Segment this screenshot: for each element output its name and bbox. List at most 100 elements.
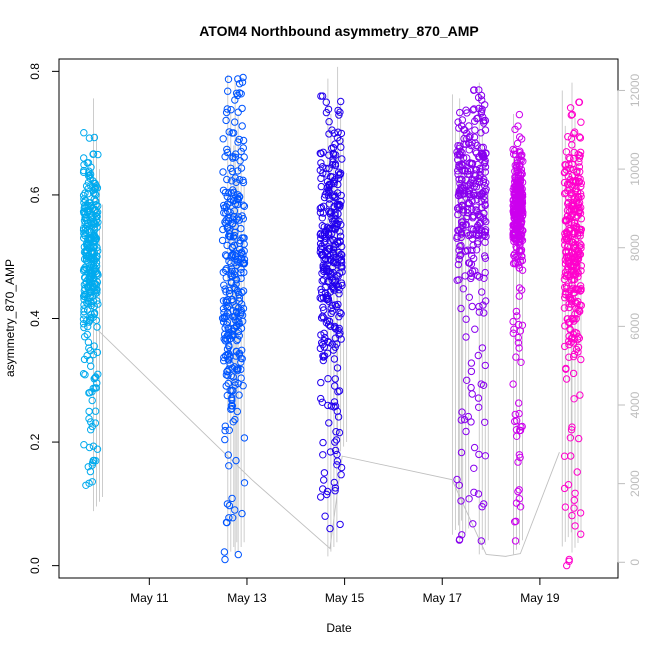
data-point (80, 154, 88, 162)
data-point (80, 290, 89, 299)
data-point (474, 210, 482, 219)
data-point (509, 380, 517, 388)
data-point (240, 260, 248, 268)
data-point (481, 200, 489, 208)
data-point (80, 301, 88, 309)
data-point (82, 213, 90, 221)
data-point (326, 270, 335, 279)
data-point-outlier (463, 376, 471, 384)
data-point (573, 258, 581, 267)
data-point (331, 279, 339, 287)
data-point (325, 419, 333, 427)
data-point-outlier (84, 463, 93, 471)
data-point (462, 140, 470, 148)
data-point (470, 170, 478, 178)
x-tick-label: May 15 (325, 591, 365, 605)
data-point (320, 476, 328, 484)
data-point (518, 236, 527, 245)
data-point (337, 221, 345, 229)
plot-frame (58, 58, 619, 579)
data-point (337, 471, 345, 479)
data-point (462, 220, 470, 229)
data-point-outlier (235, 80, 244, 88)
data-point (317, 159, 325, 167)
data-point (225, 188, 233, 197)
data-point (227, 269, 235, 277)
data-point (518, 135, 526, 143)
data-point (223, 145, 231, 154)
data-point (86, 210, 94, 219)
data-point (477, 144, 486, 152)
data-point (326, 273, 334, 281)
data-point (335, 428, 344, 437)
data-point (565, 203, 573, 211)
data-point (336, 108, 344, 116)
data-point (458, 175, 466, 184)
data-point (560, 452, 569, 460)
data-point (455, 246, 463, 254)
data-point (240, 479, 249, 487)
data-point (238, 248, 246, 256)
data-point (481, 116, 490, 125)
data-point-outlier (221, 555, 229, 564)
data-point (474, 238, 482, 246)
data-point (85, 199, 93, 207)
data-point (562, 272, 571, 280)
data-point (515, 264, 523, 272)
data-point (80, 355, 89, 364)
data-point (225, 290, 234, 298)
data-point (575, 225, 584, 234)
data-point (236, 176, 244, 184)
data-point (468, 390, 476, 398)
data-point (571, 128, 579, 136)
data-point (515, 409, 523, 418)
data-point-outlier (321, 512, 329, 520)
data-point-outlier (477, 537, 485, 545)
data-point (516, 453, 524, 462)
data-point (511, 125, 519, 134)
data-point (569, 352, 578, 361)
data-point-outlier (455, 481, 463, 489)
data-point (577, 355, 585, 364)
data-point-outlier (480, 500, 488, 508)
data-point (338, 155, 346, 163)
data-point (577, 241, 585, 249)
data-point (90, 133, 99, 142)
data-point (470, 488, 478, 496)
data-point (331, 375, 339, 383)
data-point (82, 256, 91, 265)
data-point (225, 365, 233, 373)
data-point (84, 235, 92, 244)
data-point (229, 373, 238, 381)
data-point (223, 241, 231, 250)
data-point (561, 268, 570, 276)
data-point (83, 265, 91, 273)
data-point (460, 182, 468, 190)
data-points-layer (79, 73, 585, 570)
x-tick-label: May 17 (423, 591, 463, 605)
data-point (318, 269, 326, 277)
data-point (230, 196, 238, 205)
data-point (223, 105, 232, 113)
data-point (481, 254, 490, 262)
data-point (514, 333, 522, 342)
data-point (572, 263, 581, 272)
data-point (454, 191, 463, 200)
data-point (316, 208, 325, 217)
data-point (88, 249, 97, 258)
data-point (517, 156, 525, 165)
data-point (231, 415, 239, 424)
data-point (470, 105, 478, 113)
data-point (571, 236, 580, 244)
data-point (222, 209, 230, 217)
data-point (468, 267, 477, 275)
data-point (239, 73, 247, 82)
data-point (234, 379, 242, 388)
data-point (566, 104, 575, 112)
data-point (90, 219, 98, 228)
data-point-outlier (563, 561, 571, 570)
data-point (85, 407, 93, 416)
data-point (240, 434, 249, 442)
data-point (561, 503, 570, 511)
data-point (480, 209, 488, 217)
